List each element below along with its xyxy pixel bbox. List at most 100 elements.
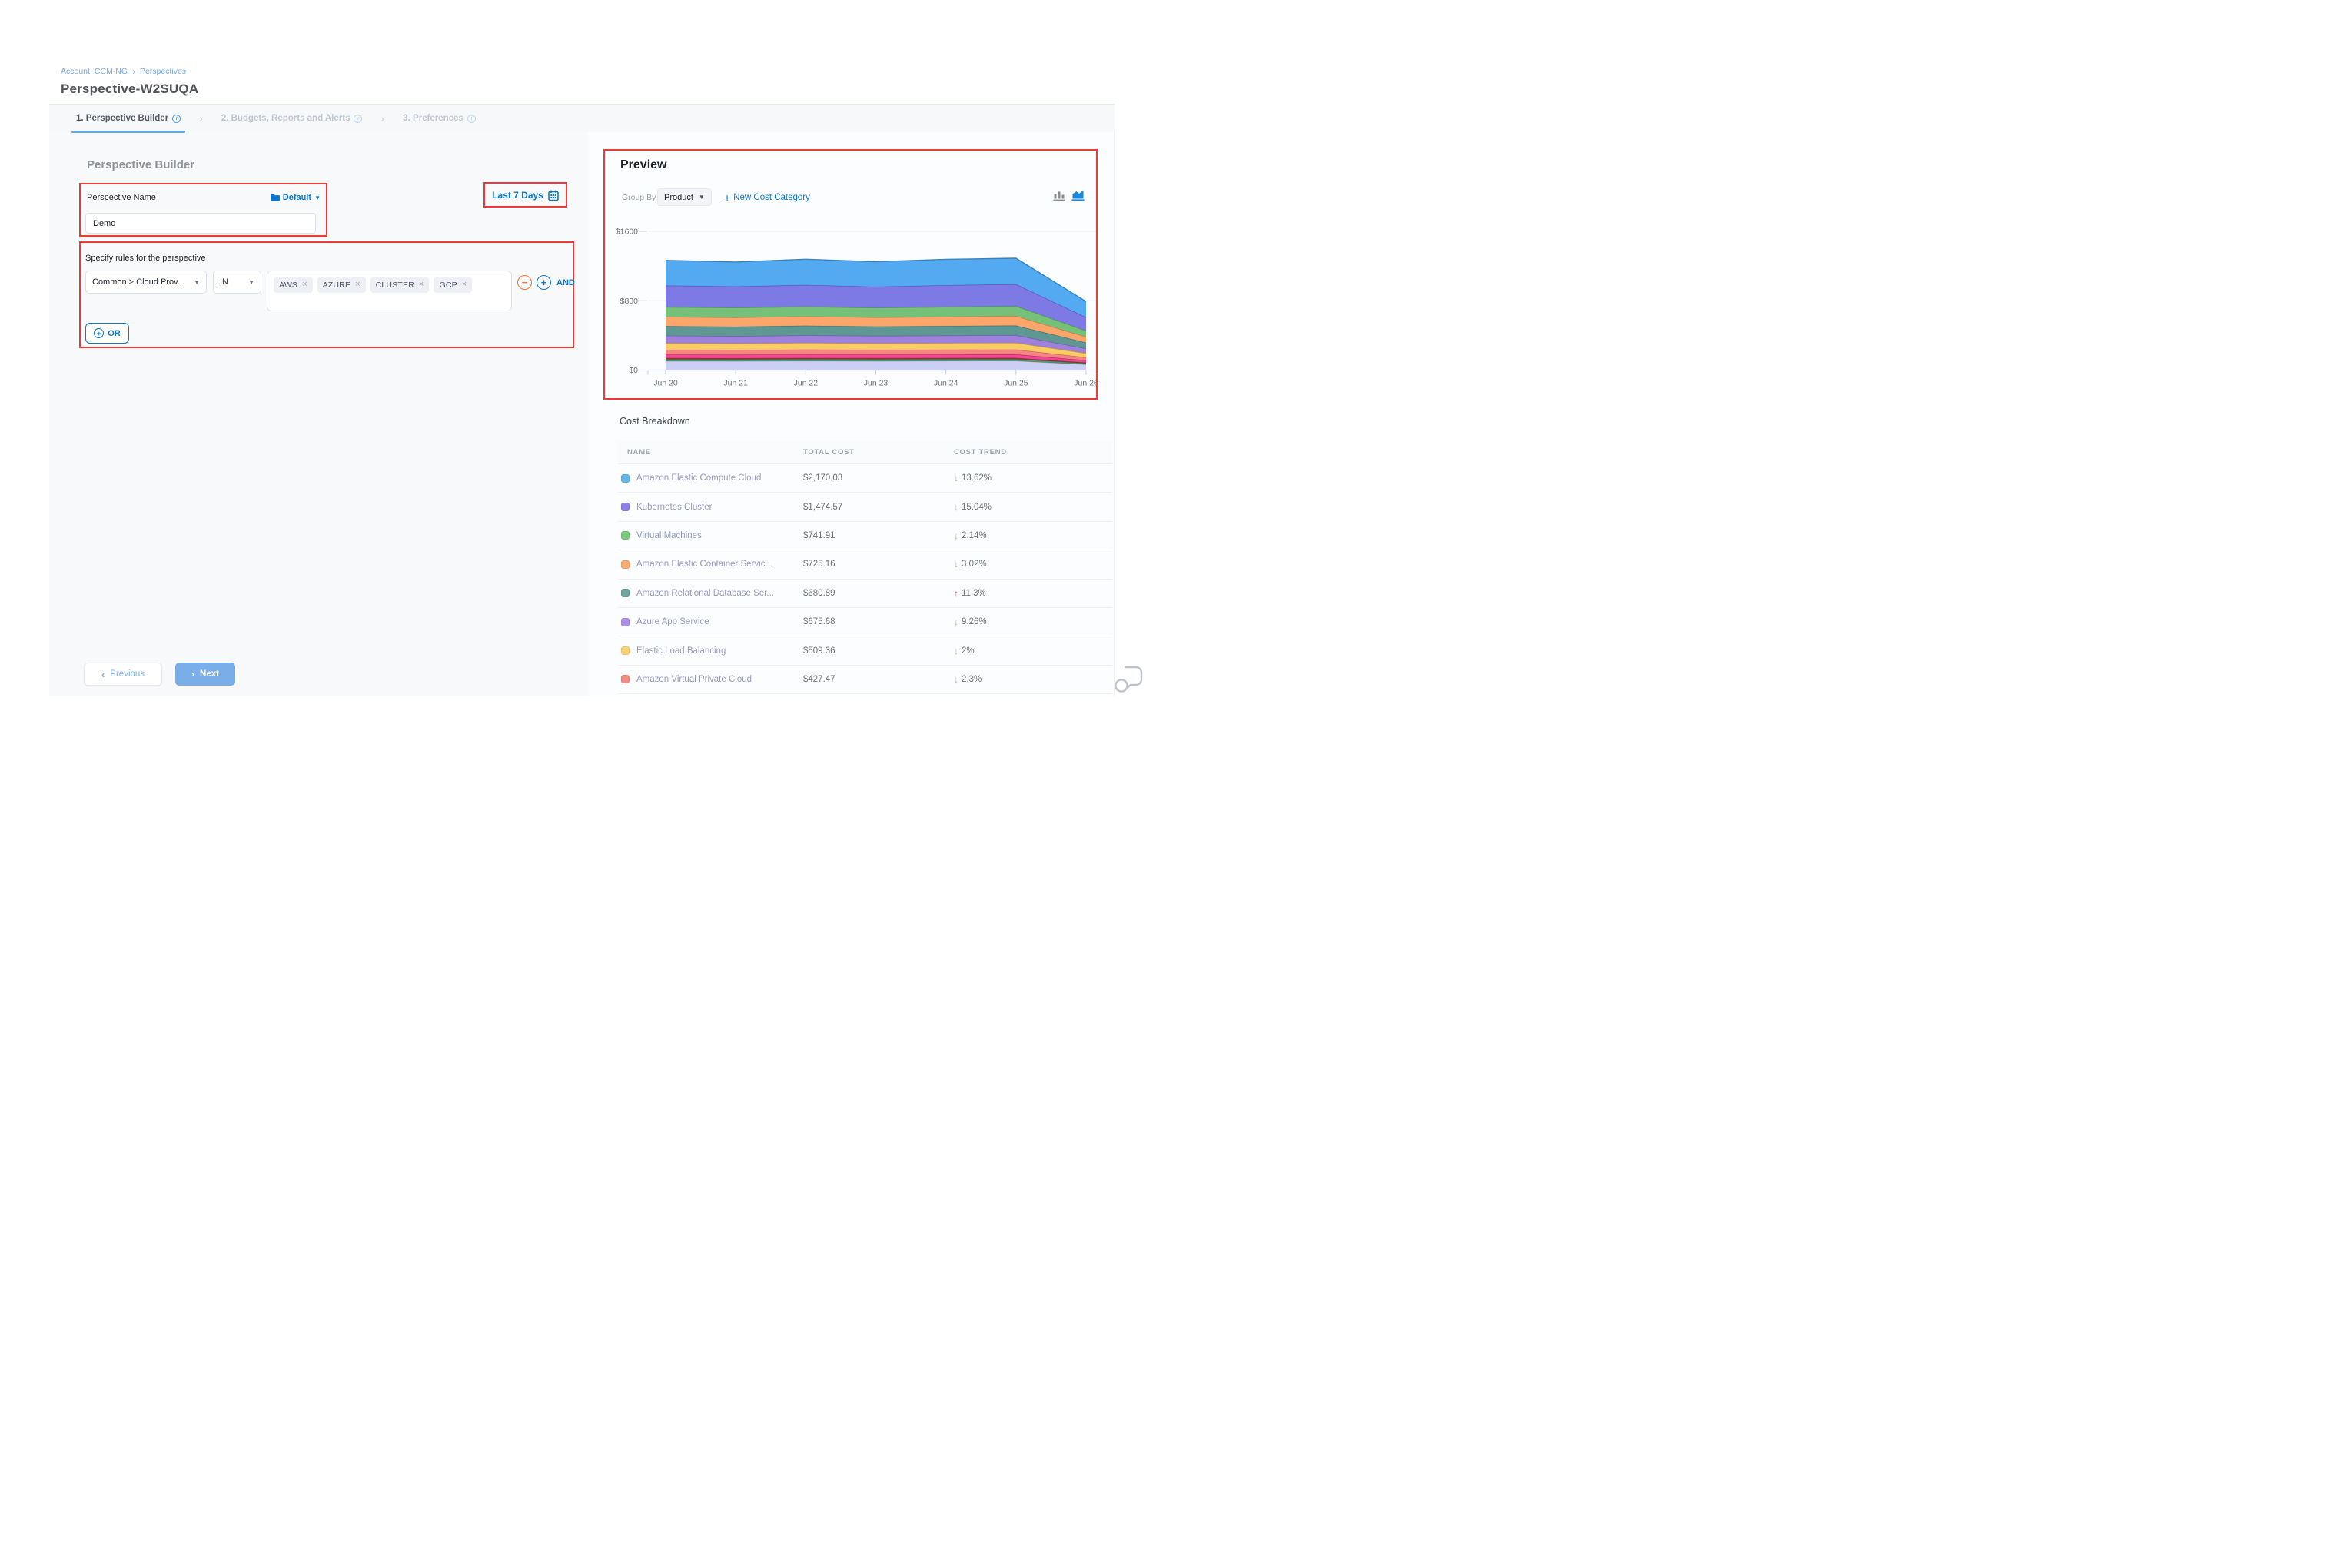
chart-type-toggle xyxy=(1053,189,1085,201)
table-row[interactable]: Amazon Relational Database Ser... $680.89… xyxy=(618,580,1112,608)
row-total-cost: $680.89 xyxy=(803,588,835,598)
table-row[interactable]: Amazon Virtual Private Cloud $427.47 ↓ 2.3% xyxy=(618,666,1112,695)
preview-heading: Preview xyxy=(620,158,667,171)
rule-field-select[interactable]: Common > Cloud Prov... ▼ xyxy=(85,271,207,294)
row-name: Amazon Elastic Container Servic... xyxy=(636,560,773,570)
area-chart-icon[interactable] xyxy=(1071,189,1085,201)
table-row[interactable]: Amazon Elastic Compute Cloud $2,170.03 ↓ 13… xyxy=(618,464,1112,493)
table-row[interactable]: Amazon Elastic Container Servic... $725.1… xyxy=(618,550,1112,580)
previous-label: Previous xyxy=(110,669,145,679)
table-row[interactable]: Virtual Machines $741.91 ↓ 2.14% xyxy=(618,522,1112,551)
chevron-down-icon: ▼ xyxy=(248,278,254,286)
chart-band-yellow xyxy=(666,342,1086,357)
row-name: Azure App Service xyxy=(636,617,709,627)
y-axis-label: $0 xyxy=(629,366,638,375)
rule-value-label: CLUSTER xyxy=(375,280,415,290)
new-cost-category-button[interactable]: + New Cost Category xyxy=(724,191,810,204)
chart-band-blue xyxy=(666,258,1086,317)
row-cost-trend: ↓ 2% xyxy=(954,646,1112,656)
add-rule-button[interactable]: + xyxy=(537,275,551,290)
new-cost-category-label: New Cost Category xyxy=(733,193,810,202)
trend-value: 9.26% xyxy=(962,617,987,627)
active-tab-underline xyxy=(71,130,186,133)
table-row[interactable]: Elastic Load Balancing $509.36 ↓ 2% xyxy=(618,636,1112,666)
y-axis-label: $1600 xyxy=(616,228,638,237)
tab-label: 1. Perspective Builder xyxy=(76,114,169,123)
folder-label: Default xyxy=(282,193,312,202)
trend-value: 15.04% xyxy=(962,502,992,512)
folder-select[interactable]: Default ▼ xyxy=(0,191,321,205)
row-name-cell: Amazon Relational Database Ser... xyxy=(618,589,803,598)
chart-band-magenta xyxy=(666,354,1086,363)
tab-budgets-reports-and-alerts[interactable]: 2. Budgets, Reports and Alerts i xyxy=(217,105,367,133)
group-by-value: Product xyxy=(664,192,693,202)
chart-band-teal xyxy=(666,325,1086,349)
remove-tag-icon[interactable]: × xyxy=(461,280,467,289)
trend-down-icon: ↓ xyxy=(954,530,958,541)
breadcrumb-perspectives-link[interactable]: Perspectives xyxy=(139,67,187,76)
trend-down-icon: ↓ xyxy=(954,673,958,685)
tab-label: 3. Preferences xyxy=(403,114,463,123)
calendar-icon xyxy=(548,190,559,201)
rule-value-chip[interactable]: AWS × xyxy=(274,277,313,293)
group-by-select[interactable]: Product ▼ xyxy=(657,188,712,206)
tab-label: 2. Budgets, Reports and Alerts xyxy=(221,114,350,123)
remove-tag-icon[interactable]: × xyxy=(419,280,424,289)
table-row[interactable]: Kubernetes Cluster $1,474.57 ↓ 15.04% xyxy=(618,493,1112,522)
or-label: OR xyxy=(108,328,121,338)
rules-label: Specify rules for the perspective xyxy=(85,254,206,263)
help-chat-icon[interactable] xyxy=(1115,664,1145,696)
row-name-cell: Kubernetes Cluster xyxy=(618,503,803,512)
remove-tag-icon[interactable]: × xyxy=(355,280,360,289)
rule-operator-select[interactable]: IN ▼ xyxy=(213,271,261,294)
rule-value-chip[interactable]: AZURE × xyxy=(317,277,366,293)
plus-icon: + xyxy=(724,191,731,204)
chevron-down-icon: ▼ xyxy=(194,278,200,286)
row-name-cell: Amazon Virtual Private Cloud xyxy=(618,675,803,684)
breadcrumb-account-link[interactable]: Account: CCM-NG xyxy=(61,67,128,76)
info-icon: i xyxy=(354,114,363,123)
table-row[interactable]: Azure App Service $675.68 ↓ 9.26% xyxy=(618,608,1112,637)
row-total-cost: $675.68 xyxy=(803,617,835,627)
rule-values-input[interactable]: AWS × AZURE × CLUSTER × GCP × xyxy=(267,271,512,311)
wizard-tabbar: 1. Perspective Builder i › 2. Budgets, Repo… xyxy=(49,104,1115,133)
row-total-cost: $2,170.03 xyxy=(803,473,843,483)
chevron-right-icon: › xyxy=(199,112,203,125)
series-color-swatch xyxy=(621,675,630,684)
row-cost-trend: ↓ 15.04% xyxy=(954,502,1112,513)
trend-value: 2.14% xyxy=(962,530,987,540)
column-header-total-cost: TOTAL COST xyxy=(803,448,855,457)
rule-operator-value: IN xyxy=(220,277,228,287)
trend-value: 13.62% xyxy=(962,473,992,483)
tab-preferences[interactable]: 3. Preferences i xyxy=(398,105,480,133)
info-icon: i xyxy=(467,114,476,123)
bar-chart-icon[interactable] xyxy=(1053,189,1065,201)
series-color-swatch xyxy=(621,531,630,540)
next-button[interactable]: › Next xyxy=(175,663,235,686)
remove-tag-icon[interactable]: × xyxy=(302,280,307,289)
perspective-name-input[interactable] xyxy=(85,213,316,234)
column-header-name: NAME xyxy=(627,448,651,457)
perspective-name-highlight-box xyxy=(79,183,327,237)
chart-band-green xyxy=(666,306,1086,337)
series-color-swatch xyxy=(621,646,630,656)
tab-perspective-builder[interactable]: 1. Perspective Builder i xyxy=(71,105,186,133)
add-or-rule-button[interactable]: + OR xyxy=(85,323,129,344)
table-body: Amazon Elastic Compute Cloud $2,170.03 ↓ 13… xyxy=(618,464,1112,695)
rule-value-chip[interactable]: CLUSTER × xyxy=(370,277,430,293)
row-cost-trend: ↑ 11.3% xyxy=(954,588,1112,599)
previous-button[interactable]: ‹ Previous xyxy=(84,663,162,686)
cost-preview-chart[interactable]: $0 $800 $1600 Jun 20 Jun 21 Jun 22 Jun 23 Jun 2… xyxy=(604,221,1097,400)
chart-band-purple xyxy=(666,335,1086,354)
cost-breakdown-table: NAME TOTAL COST COST TREND Amazon Elastic … xyxy=(618,441,1112,695)
rules-highlight-box xyxy=(79,241,574,348)
trend-down-icon: ↓ xyxy=(954,559,958,570)
date-range-picker[interactable]: Last 7 Days xyxy=(483,182,567,208)
cost-breakdown-heading: Cost Breakdown xyxy=(620,416,690,427)
chart-band-lavender xyxy=(666,360,1086,370)
trend-value: 3.02% xyxy=(962,560,987,570)
remove-rule-button[interactable]: − xyxy=(517,275,532,290)
rule-value-chip[interactable]: GCP × xyxy=(434,277,473,293)
row-name-cell: Amazon Elastic Compute Cloud xyxy=(618,473,803,483)
date-range-label: Last 7 Days xyxy=(492,189,543,201)
